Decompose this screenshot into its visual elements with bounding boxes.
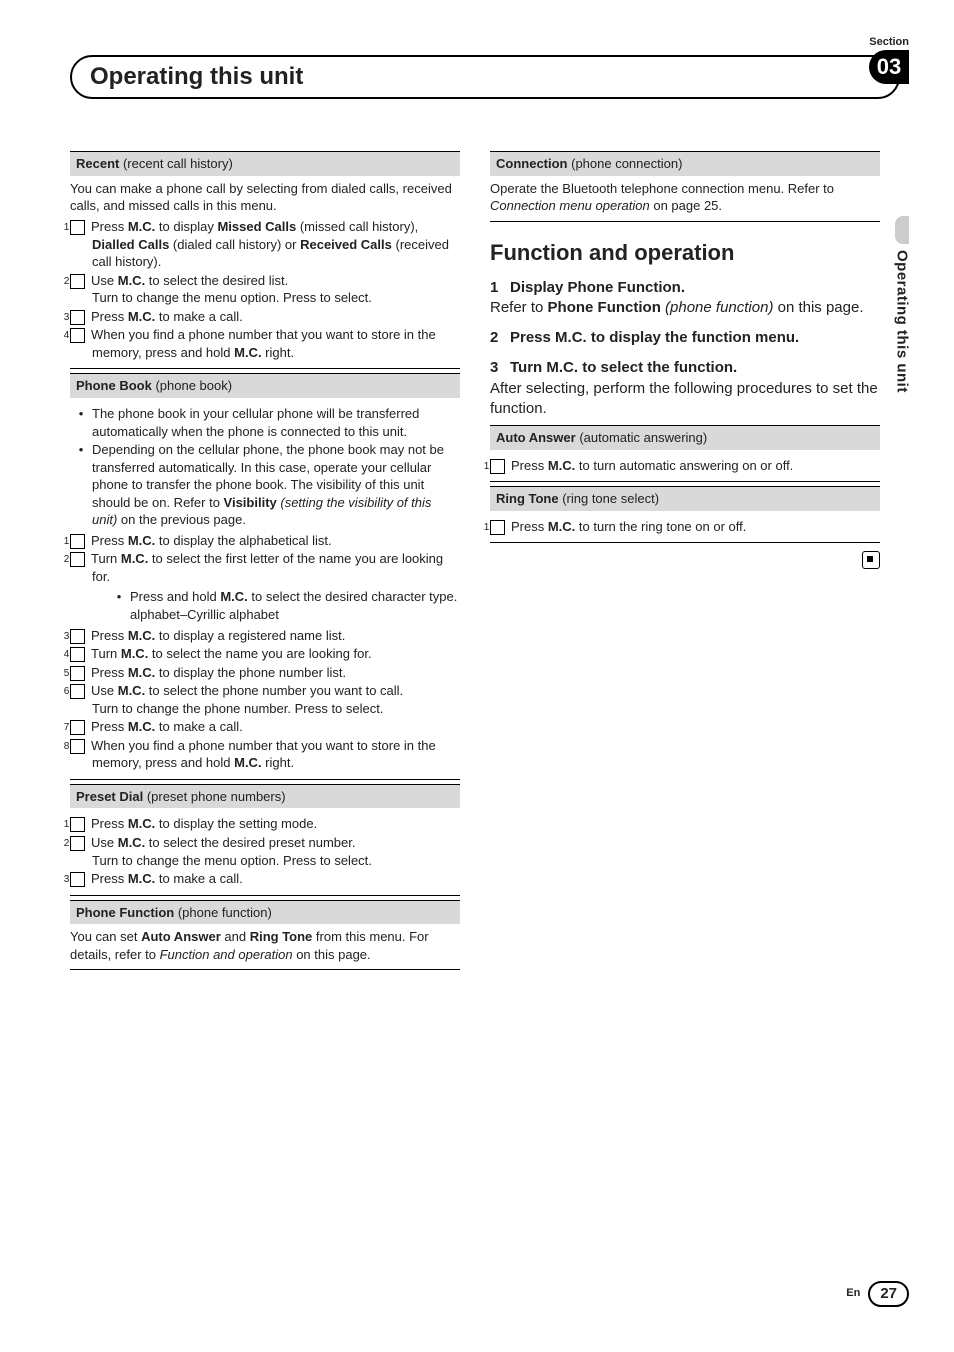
phonefn-title: Phone Function — [76, 905, 174, 920]
auto-title: Auto Answer — [496, 430, 576, 445]
side-tab: Operating this unit — [891, 216, 909, 466]
ring-sub: (ring tone select) — [559, 491, 659, 506]
recent-step-1: 1Press M.C. to display Missed Calls (mis… — [70, 218, 460, 271]
recent-title: Recent — [76, 156, 119, 171]
auto-body: 1Press M.C. to turn automatic answering … — [490, 450, 880, 483]
side-tab-stub — [895, 216, 909, 244]
right-column: Connection (phone connection) Operate th… — [490, 147, 880, 970]
preset-step-2: 2Use M.C. to select the desired preset n… — [70, 834, 460, 869]
phonebook-title: Phone Book — [76, 378, 152, 393]
ring-title: Ring Tone — [496, 491, 559, 506]
pb-step-3: 3Press M.C. to display a registered name… — [70, 627, 460, 645]
fn-step-1-body: Refer to Phone Function (phone function)… — [490, 298, 880, 318]
recent-steps: 1Press M.C. to display Missed Calls (mis… — [70, 218, 460, 361]
section-number-badge: 03 — [869, 50, 909, 84]
fn-step-2-title: 2Press M.C. to display the function menu… — [490, 328, 880, 348]
recent-step-3: 3Press M.C. to make a call. — [70, 308, 460, 326]
recent-step-2: 2Use M.C. to select the desired list.Tur… — [70, 272, 460, 307]
auto-head: Auto Answer (automatic answering) — [490, 425, 880, 450]
page-footer: En 27 — [846, 1281, 909, 1307]
recent-body: You can make a phone call by selecting f… — [70, 176, 460, 369]
fn-heading: Function and operation — [490, 238, 880, 268]
conn-body: Operate the Bluetooth telephone connecti… — [490, 176, 880, 222]
fn-step-3-body: After selecting, perform the following p… — [490, 379, 880, 420]
phonefn-head: Phone Function (phone function) — [70, 900, 460, 925]
pb-step-6: 6Use M.C. to select the phone number you… — [70, 682, 460, 717]
recent-sub: (recent call history) — [119, 156, 232, 171]
phonebook-body: The phone book in your cellular phone wi… — [70, 398, 460, 780]
ring-head: Ring Tone (ring tone select) — [490, 486, 880, 511]
ring-body: 1Press M.C. to turn the ring tone on or … — [490, 511, 880, 544]
section-label: Section — [869, 35, 909, 50]
phonefn-sub: (phone function) — [174, 905, 272, 920]
fn-step-3-title: 3Turn M.C. to select the function. — [490, 358, 880, 378]
recent-step-4: 4When you find a phone number that you w… — [70, 326, 460, 361]
conn-title: Connection — [496, 156, 568, 171]
phonebook-head: Phone Book (phone book) — [70, 373, 460, 398]
ring-steps: 1Press M.C. to turn the ring tone on or … — [490, 518, 880, 536]
preset-title: Preset Dial — [76, 789, 143, 804]
preset-body: 1Press M.C. to display the setting mode.… — [70, 808, 460, 895]
phonebook-bullets: The phone book in your cellular phone wi… — [70, 405, 460, 529]
pb-step-1: 1Press M.C. to display the alphabetical … — [70, 532, 460, 550]
recent-intro: You can make a phone call by selecting f… — [70, 180, 460, 215]
preset-head: Preset Dial (preset phone numbers) — [70, 784, 460, 809]
pb-step-8: 8When you find a phone number that you w… — [70, 737, 460, 772]
phonebook-b1: The phone book in your cellular phone wi… — [70, 405, 460, 440]
pb-step-5: 5Press M.C. to display the phone number … — [70, 664, 460, 682]
left-column: Recent (recent call history) You can mak… — [70, 147, 460, 970]
chapter-title: Operating this unit — [90, 61, 303, 93]
content-columns: Recent (recent call history) You can mak… — [70, 147, 909, 970]
pb-step-2-n1: Press and hold M.C. to select the desire… — [92, 588, 460, 623]
footer-lang: En — [846, 1286, 860, 1301]
phonebook-steps: 1Press M.C. to display the alphabetical … — [70, 532, 460, 772]
auto-sub: (automatic answering) — [576, 430, 708, 445]
preset-step-1: 1Press M.C. to display the setting mode. — [70, 815, 460, 833]
page: Section 03 Operating this unit Operating… — [0, 0, 954, 1352]
preset-step-3: 3Press M.C. to make a call. — [70, 870, 460, 888]
chapter-title-bar: Operating this unit — [70, 55, 900, 99]
pb-step-7: 7Press M.C. to make a call. — [70, 718, 460, 736]
conn-sub: (phone connection) — [568, 156, 683, 171]
pb-step-2-nested: Press and hold M.C. to select the desire… — [92, 588, 460, 623]
side-tab-label: Operating this unit — [891, 250, 911, 393]
fn-step-1-title: 1Display Phone Function. — [490, 278, 880, 298]
auto-steps: 1Press M.C. to turn automatic answering … — [490, 457, 880, 475]
auto-step-1: 1Press M.C. to turn automatic answering … — [490, 457, 880, 475]
pb-step-2: 2Turn M.C. to select the first letter of… — [70, 550, 460, 623]
preset-steps: 1Press M.C. to display the setting mode.… — [70, 815, 460, 887]
phonebook-sub: (phone book) — [152, 378, 232, 393]
phonebook-b2: Depending on the cellular phone, the pho… — [70, 441, 460, 529]
preset-sub: (preset phone numbers) — [143, 789, 285, 804]
end-of-section-icon — [862, 551, 880, 569]
ring-step-1: 1Press M.C. to turn the ring tone on or … — [490, 518, 880, 536]
footer-page-number: 27 — [868, 1281, 909, 1307]
recent-head: Recent (recent call history) — [70, 151, 460, 176]
phonefn-body: You can set Auto Answer and Ring Tone fr… — [70, 924, 460, 970]
pb-step-4: 4Turn M.C. to select the name you are lo… — [70, 645, 460, 663]
conn-head: Connection (phone connection) — [490, 151, 880, 176]
